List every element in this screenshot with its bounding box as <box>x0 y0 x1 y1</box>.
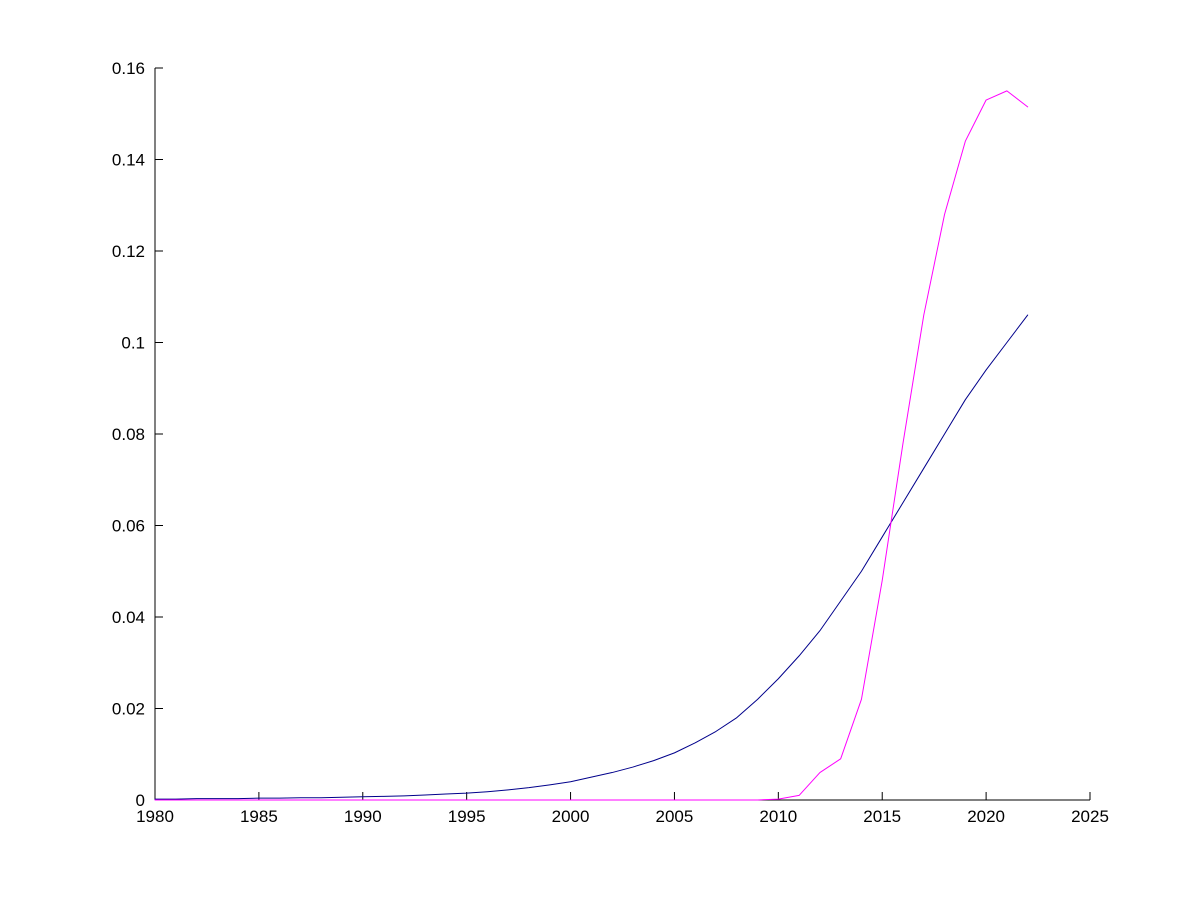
y-tick-label: 0.1 <box>121 334 145 353</box>
x-tick-label: 1995 <box>448 807 486 826</box>
y-tick-label: 0.02 <box>112 700 145 719</box>
x-tick-label: 1990 <box>344 807 382 826</box>
y-tick-label: 0.14 <box>112 151 145 170</box>
y-tick-label: 0.08 <box>112 425 145 444</box>
y-tick-label: 0.04 <box>112 608 145 627</box>
x-tick-label: 1985 <box>240 807 278 826</box>
magenta-series-line <box>154 90 1029 801</box>
y-tick-label: 0.12 <box>112 242 145 261</box>
x-tick-label: 2010 <box>759 807 797 826</box>
x-tick-label: 2005 <box>656 807 694 826</box>
blue-series-line <box>154 314 1029 800</box>
y-tick-label: 0 <box>136 791 145 810</box>
x-tick-label: 1980 <box>136 807 174 826</box>
x-tick-label: 2020 <box>967 807 1005 826</box>
x-tick-label: 2015 <box>863 807 901 826</box>
x-tick-label: 2000 <box>552 807 590 826</box>
y-tick-label: 0.06 <box>112 517 145 536</box>
y-tick-label: 0.16 <box>112 59 145 78</box>
x-tick-label: 2025 <box>1071 807 1109 826</box>
